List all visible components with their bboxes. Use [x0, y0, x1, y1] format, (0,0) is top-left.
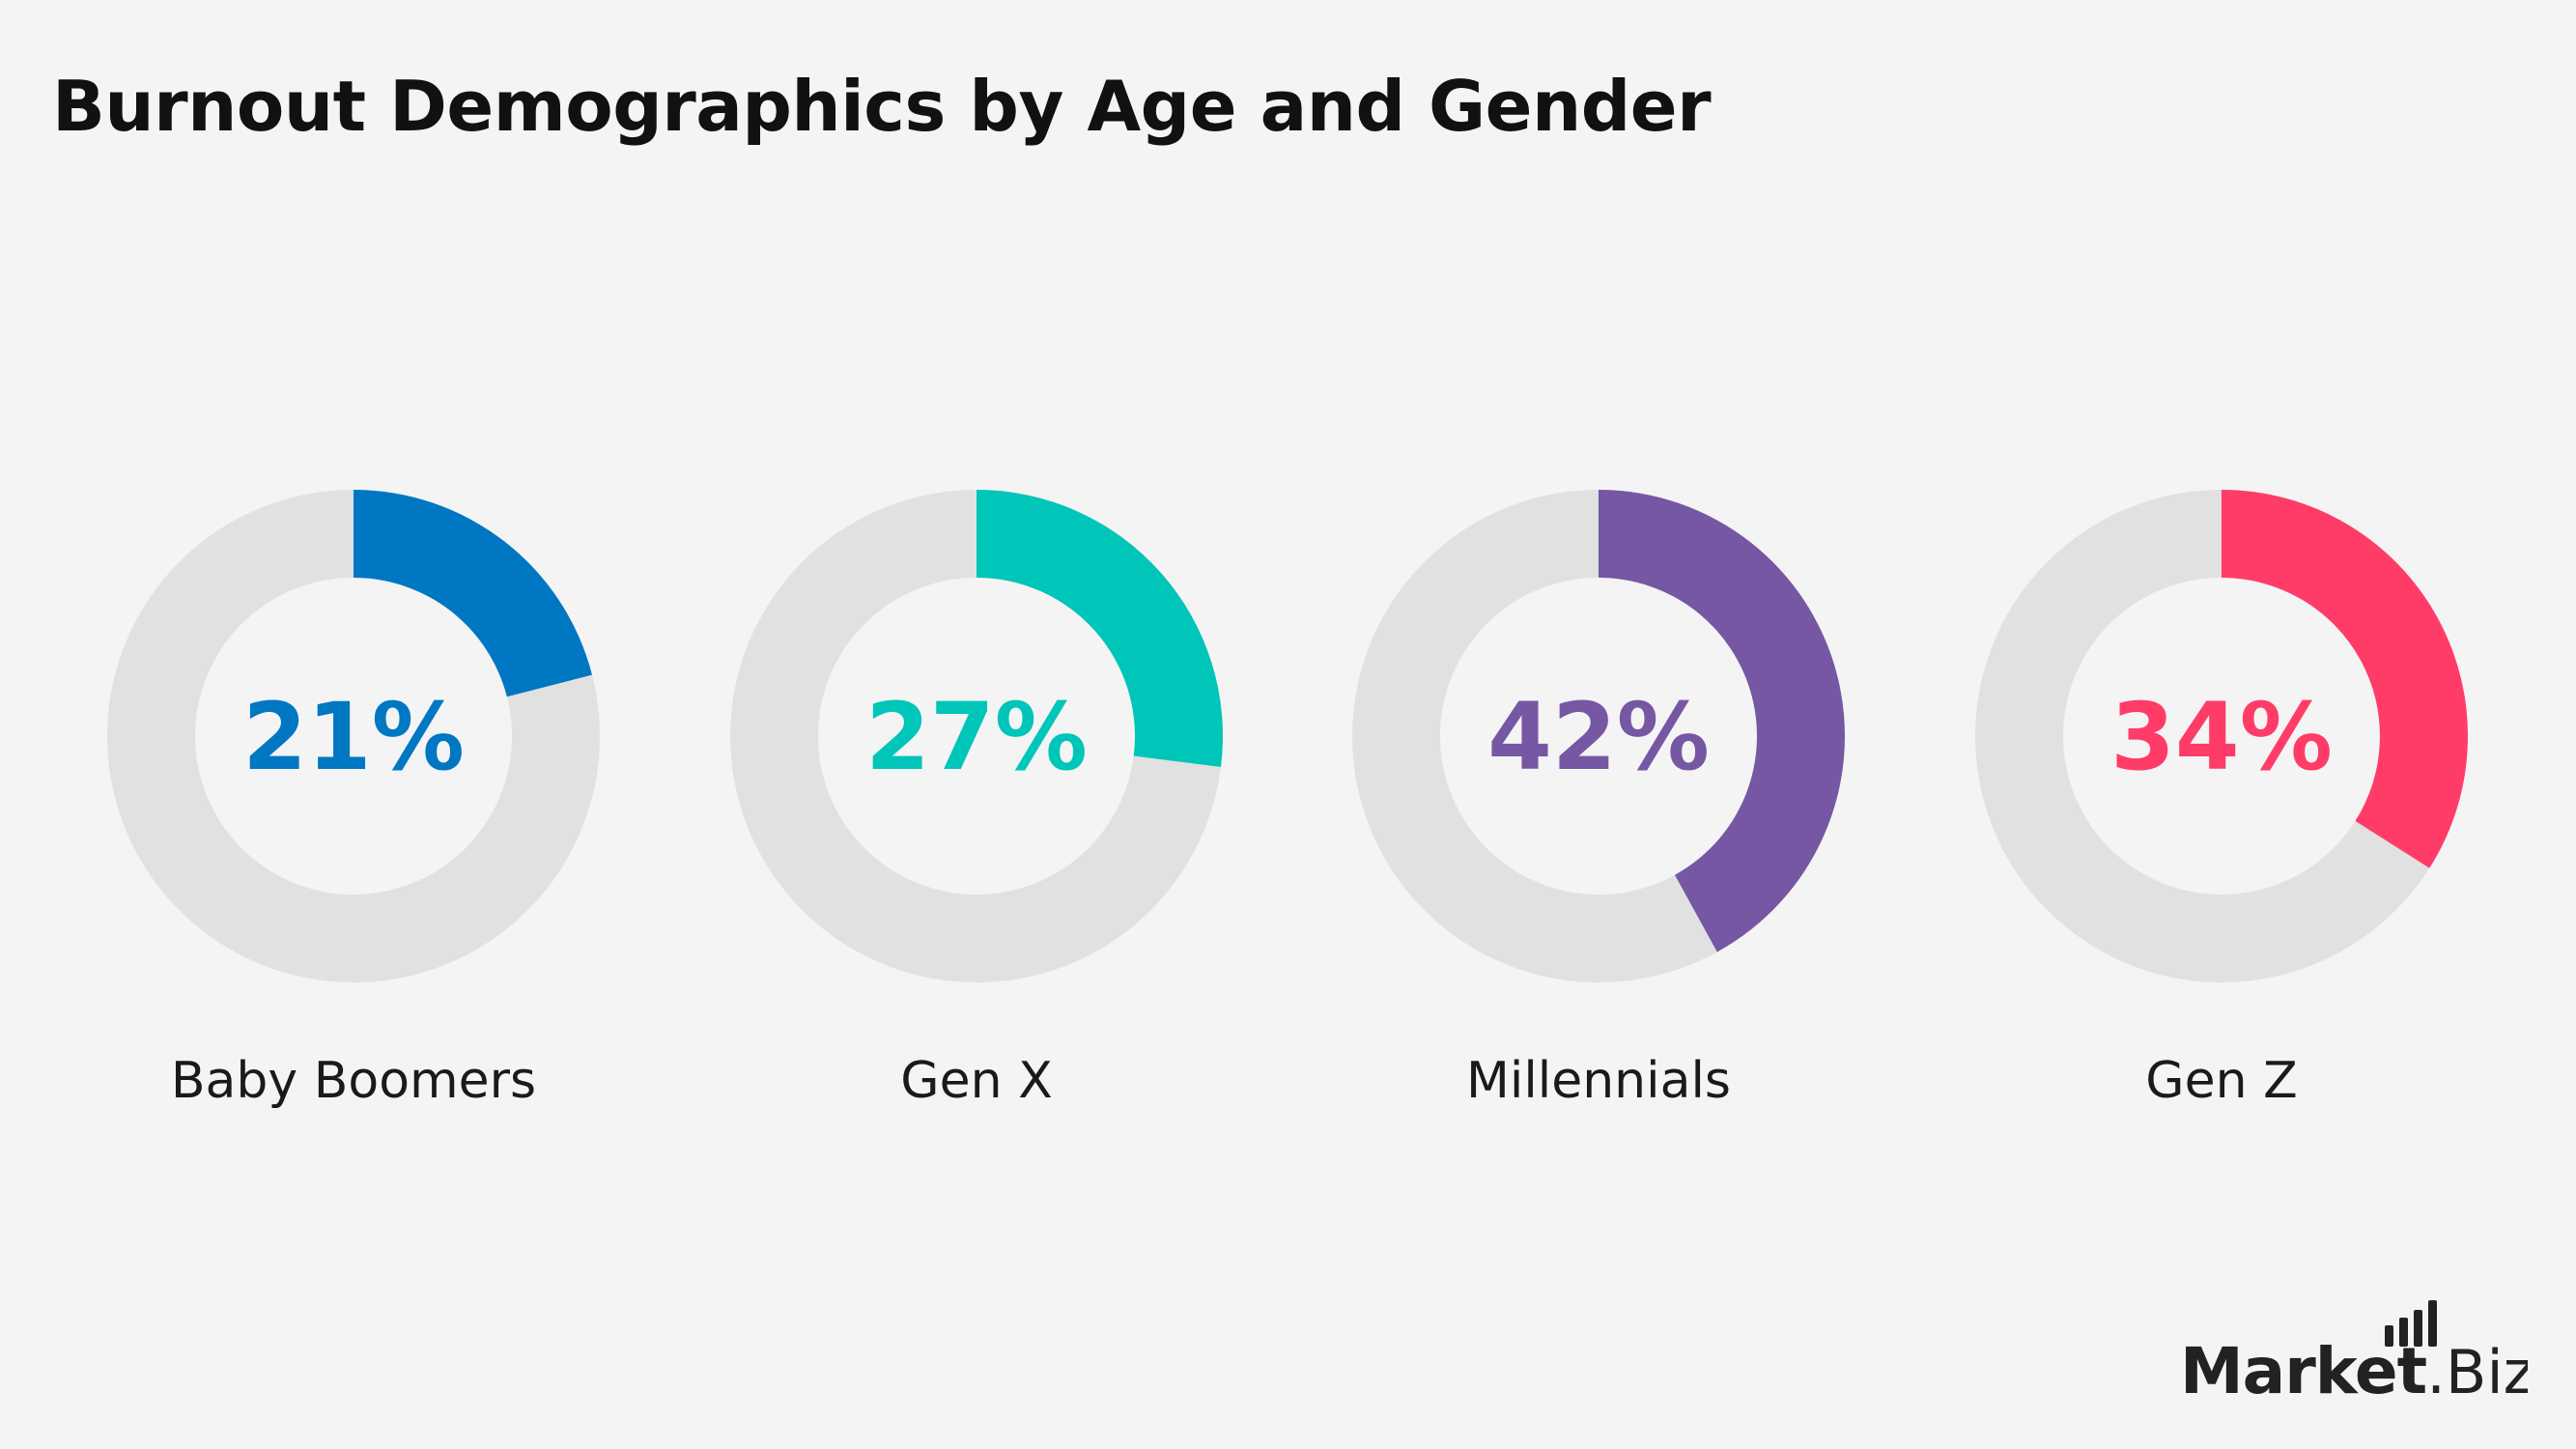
donut-value-label: 27%	[865, 683, 1088, 791]
donut-gen-z: 34% Gen Z	[1975, 490, 2468, 1110]
logo-wordmark: Market.Biz	[2180, 1334, 2528, 1405]
donut-value-label: 21%	[242, 683, 465, 791]
donut-slice-millennials	[1599, 490, 1846, 952]
donut-value-label: 34%	[2110, 683, 2333, 791]
donut-gen-x: 27% Gen X	[730, 490, 1223, 1110]
marketbiz-logo: Market.Biz	[2180, 1300, 2528, 1405]
donut-slice-baby-boomers	[354, 490, 592, 697]
logo-suffix: .Biz	[2426, 1337, 2528, 1405]
donut-millennials: 42% Millennials	[1352, 490, 1846, 1110]
donut-value-label: 42%	[1487, 683, 1710, 791]
donut-baby-boomers: 21% Baby Boomers	[107, 490, 600, 1110]
donut-slice-gen-z	[2222, 490, 2468, 868]
donut-category-label: Baby Boomers	[171, 1052, 536, 1110]
logo-brand: Market	[2180, 1334, 2427, 1405]
donut-category-label: Gen X	[900, 1052, 1052, 1110]
donut-category-label: Gen Z	[2145, 1052, 2297, 1110]
logo-bars-icon	[2385, 1300, 2437, 1347]
donut-slice-gen-x	[977, 490, 1223, 767]
donut-category-label: Millennials	[1466, 1052, 1731, 1110]
chart-title: Burnout Demographics by Age and Gender	[52, 66, 1712, 147]
